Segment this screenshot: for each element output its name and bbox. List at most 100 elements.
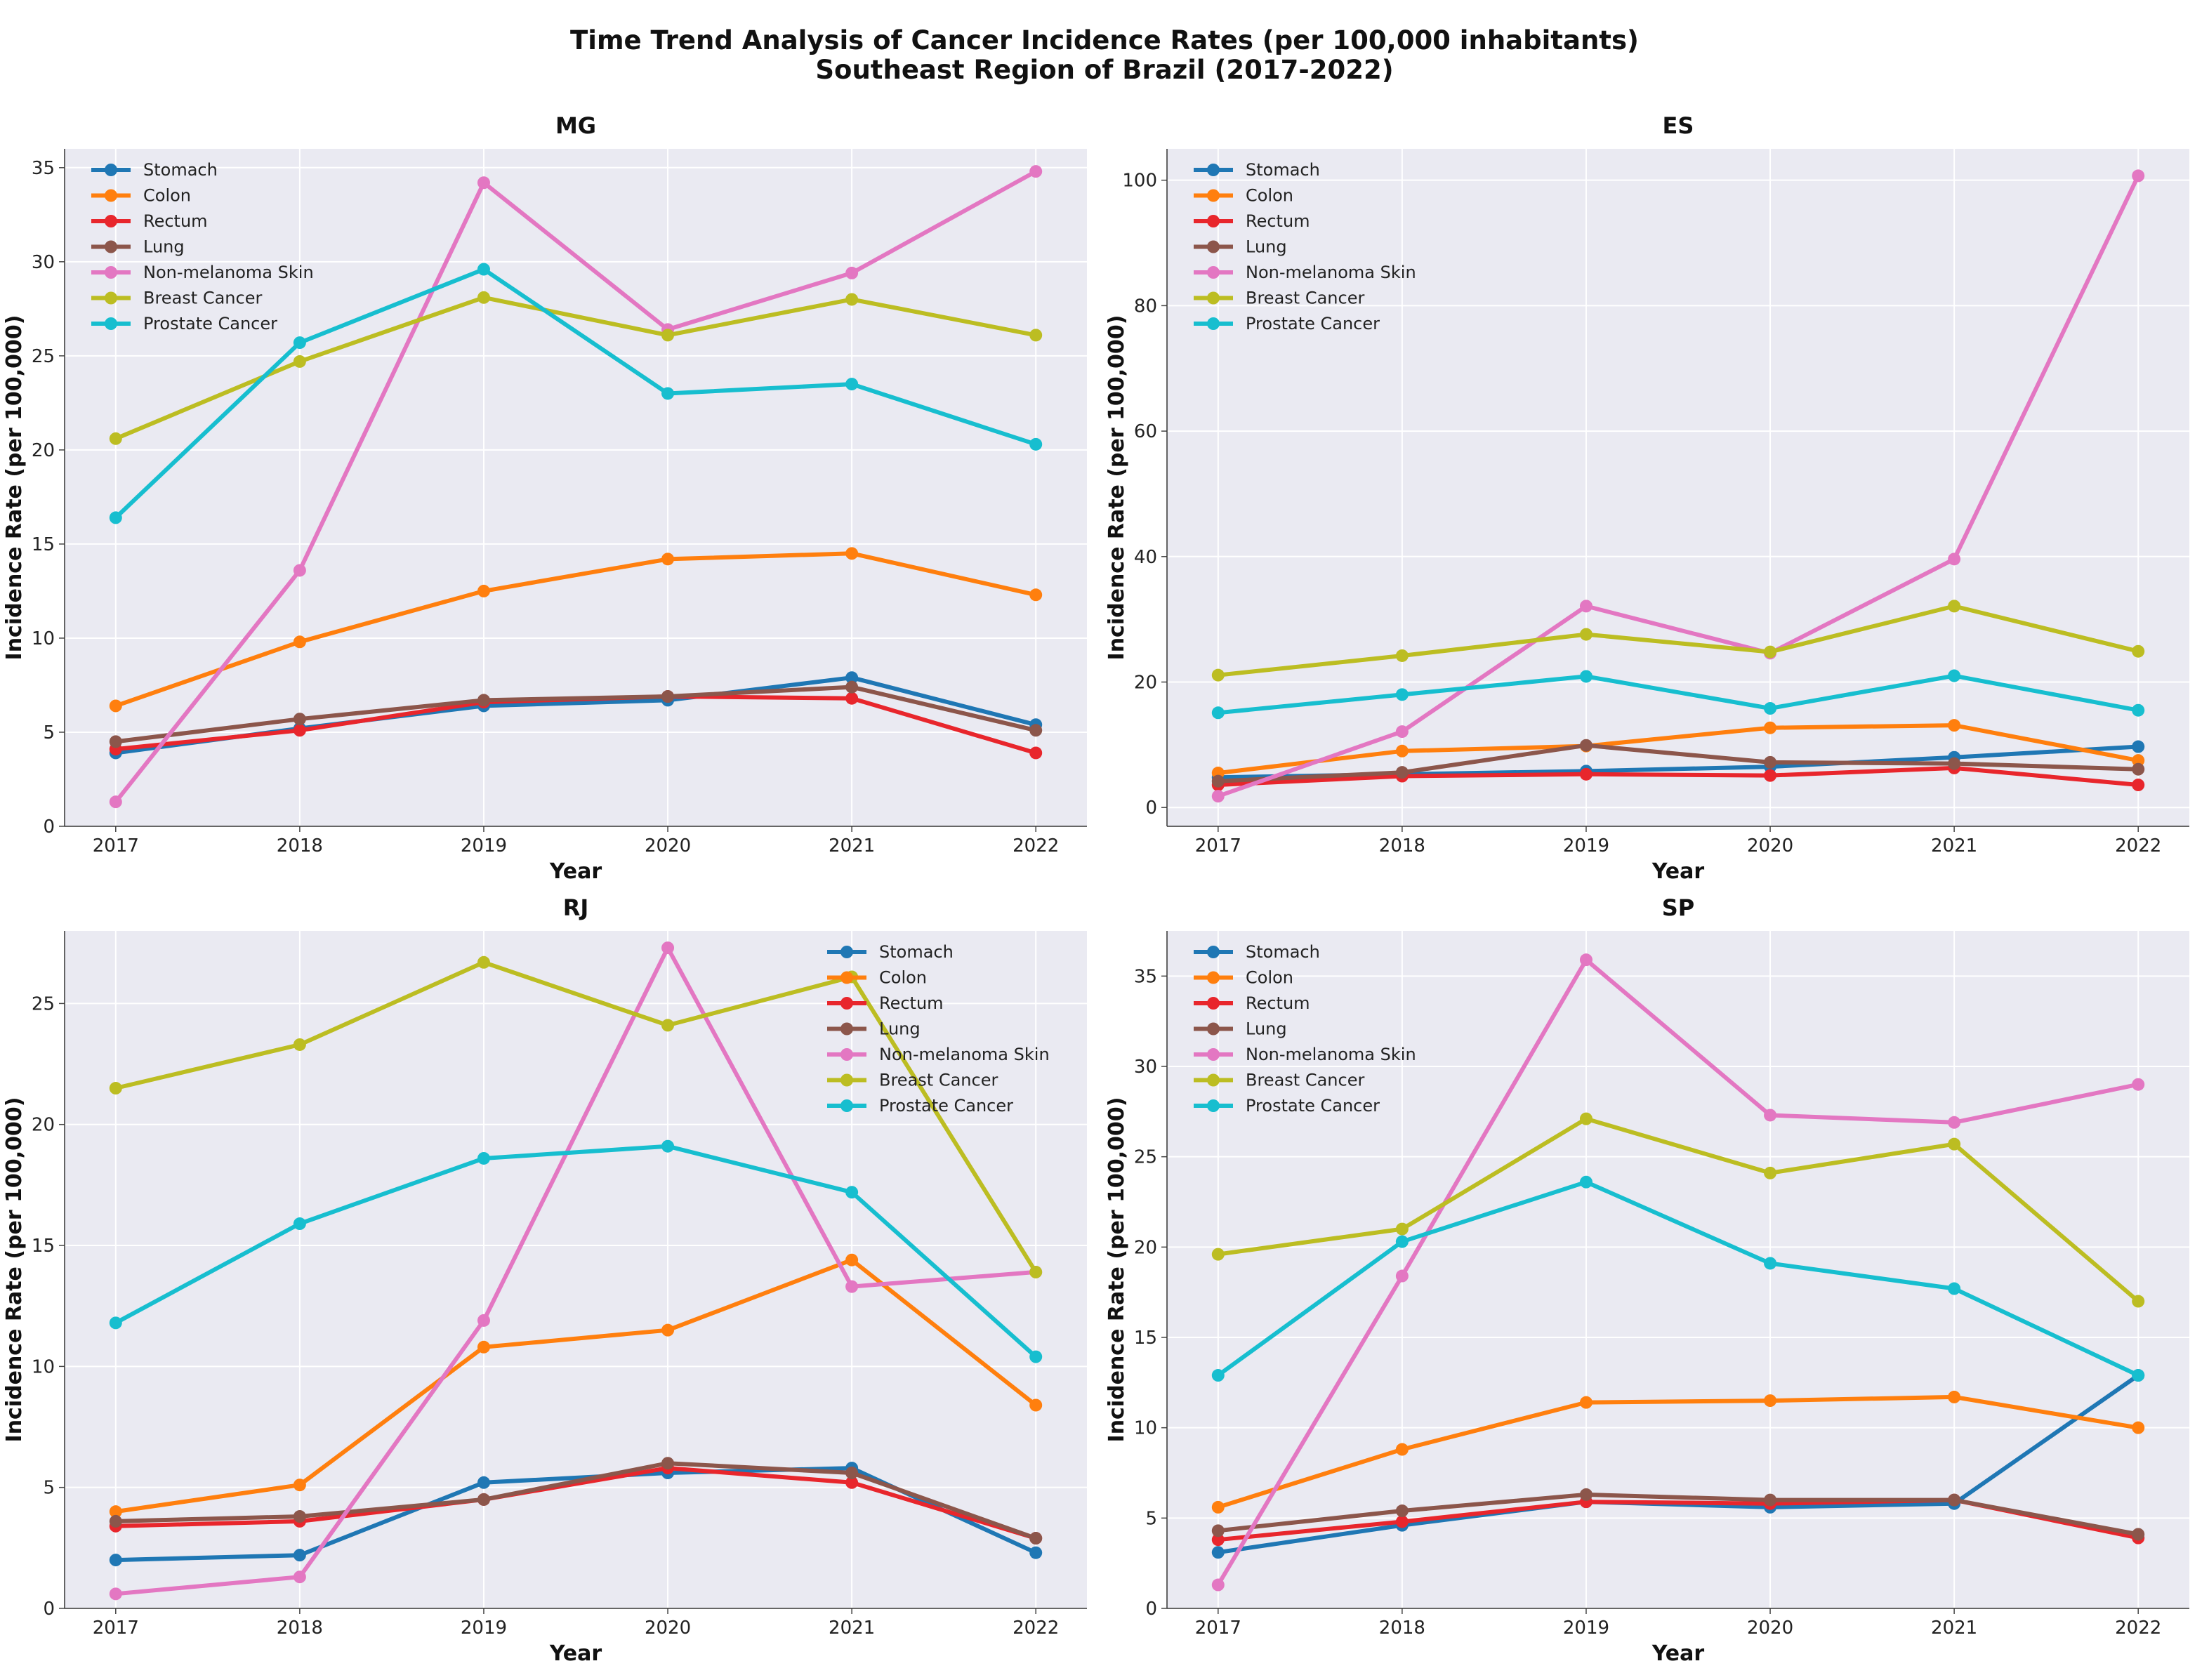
- data-point-mg-lung-2021: [845, 680, 859, 694]
- series-line-sp-prostate-cancer: [1215, 1179, 2141, 1377]
- y-tick-label-mg-3: 15: [32, 534, 55, 555]
- y-tick-label-es-2: 40: [1134, 547, 1157, 568]
- chart-rj: 0 5 10 15 20 25 2017 2018 2019 2020 2021 2022 RJ Year…: [2, 894, 1087, 1666]
- data-point-sp-rectum-2017: [1211, 1533, 1225, 1547]
- data-point-es-prostate-cancer-2022: [2132, 703, 2145, 717]
- data-point-mg-stomach-2021: [845, 671, 859, 684]
- y-tick-label-es-0: 0: [1145, 798, 1157, 819]
- data-point-sp-breast-cancer-2017: [1211, 1248, 1225, 1261]
- data-point-sp-prostate-cancer-2017: [1211, 1369, 1225, 1382]
- data-point-mg-lung-2018: [293, 713, 306, 726]
- data-point-mg-lung-2017: [109, 735, 122, 748]
- legend-marker-rj-prostate-cancer: [840, 1099, 853, 1112]
- data-point-es-breast-cancer-2020: [1764, 645, 1777, 659]
- legend-marker-sp-non-melanoma-skin: [1207, 1048, 1220, 1061]
- data-point-mg-prostate-cancer-2019: [477, 263, 490, 276]
- x-tick-label-es-5: 2022: [2115, 835, 2161, 856]
- data-point-rj-prostate-cancer-2018: [293, 1217, 306, 1231]
- y-tick-label-rj-0: 0: [43, 1599, 55, 1620]
- data-point-mg-prostate-cancer-2022: [1029, 437, 1043, 451]
- data-point-es-lung-2019: [1579, 739, 1593, 752]
- y-tick-label-sp-0: 0: [1145, 1599, 1157, 1620]
- y-tick-label-es-3: 60: [1134, 421, 1157, 442]
- x-tick-label-sp-2: 2019: [1563, 1618, 1609, 1639]
- y-tick-label-rj-4: 20: [32, 1115, 55, 1136]
- data-point-sp-colon-2019: [1579, 1396, 1593, 1409]
- legend-marker-rj-lung: [840, 1022, 853, 1036]
- data-point-es-stomach-2022: [2132, 740, 2145, 753]
- x-tick-label-es-3: 2020: [1747, 835, 1793, 856]
- data-point-rj-lung-2019: [477, 1493, 490, 1506]
- data-point-es-breast-cancer-2017: [1211, 668, 1225, 682]
- y-axis-label-es: Incidence Rate (per 100,000): [1104, 315, 1129, 661]
- series-line-sp-breast-cancer: [1215, 1116, 2141, 1304]
- series-line-rj-rectum: [113, 1466, 1038, 1541]
- x-tick-label-es-1: 2018: [1379, 835, 1425, 856]
- data-point-mg-breast-cancer-2021: [845, 293, 859, 306]
- data-point-rj-stomach-2019: [477, 1476, 490, 1489]
- data-point-mg-lung-2020: [661, 690, 675, 703]
- data-point-rj-colon-2020: [661, 1323, 675, 1337]
- y-axis-label-rj: Incidence Rate (per 100,000): [2, 1097, 27, 1443]
- data-point-rj-non-melanoma-skin-2021: [845, 1280, 859, 1293]
- y-tick-label-sp-7: 35: [1134, 966, 1157, 987]
- legend-label-sp-prostate-cancer: Prostate Cancer: [1246, 1096, 1380, 1116]
- data-point-es-breast-cancer-2019: [1579, 628, 1593, 641]
- legend-label-es-prostate-cancer: Prostate Cancer: [1246, 314, 1380, 333]
- data-point-mg-colon-2022: [1029, 588, 1043, 602]
- data-point-mg-lung-2022: [1029, 724, 1043, 737]
- series-line-es-prostate-cancer: [1215, 673, 2141, 715]
- data-point-rj-stomach-2017: [109, 1554, 122, 1567]
- data-point-sp-lung-2019: [1579, 1488, 1593, 1501]
- data-point-es-breast-cancer-2022: [2132, 644, 2145, 658]
- data-point-sp-prostate-cancer-2019: [1579, 1175, 1593, 1189]
- legend-label-rj-colon: Colon: [879, 968, 927, 988]
- data-point-sp-breast-cancer-2020: [1764, 1166, 1777, 1179]
- data-point-sp-colon-2018: [1395, 1443, 1409, 1456]
- x-tick-label-rj-4: 2021: [829, 1618, 875, 1639]
- data-point-rj-non-melanoma-skin-2019: [477, 1314, 490, 1327]
- y-tick-label-mg-1: 5: [43, 722, 55, 743]
- data-point-sp-breast-cancer-2022: [2132, 1295, 2145, 1308]
- legend-label-es-stomach: Stomach: [1246, 160, 1320, 180]
- x-tick-label-rj-5: 2022: [1013, 1618, 1059, 1639]
- legend-marker-sp-prostate-cancer: [1207, 1099, 1220, 1112]
- series-line-rj-lung: [113, 1461, 1038, 1541]
- data-point-sp-lung-2022: [2132, 1528, 2145, 1541]
- data-point-es-colon-2021: [1948, 719, 1961, 732]
- legend-marker-sp-colon: [1207, 971, 1220, 984]
- data-point-sp-prostate-cancer-2020: [1764, 1257, 1777, 1270]
- x-tick-label-mg-4: 2021: [829, 835, 875, 856]
- y-tick-label-sp-3: 15: [1134, 1328, 1157, 1349]
- data-point-sp-non-melanoma-skin-2017: [1211, 1578, 1225, 1592]
- legend-mg: Stomach Colon Rectum Lung Non-melanoma Skin B…: [91, 160, 314, 333]
- x-tick-label-mg-2: 2019: [461, 835, 507, 856]
- data-point-rj-stomach-2022: [1029, 1546, 1043, 1559]
- legend-marker-mg-lung: [105, 240, 117, 253]
- data-point-rj-breast-cancer-2019: [477, 955, 490, 969]
- plot-area-es: [1167, 149, 2189, 826]
- series-line-sp-colon: [1215, 1394, 2141, 1509]
- data-point-es-prostate-cancer-2021: [1948, 669, 1961, 682]
- y-tick-label-mg-2: 10: [32, 628, 55, 649]
- legend-marker-es-prostate-cancer: [1207, 317, 1220, 330]
- legend-marker-sp-lung: [1207, 1022, 1220, 1036]
- data-point-es-lung-2017: [1211, 774, 1225, 788]
- x-tick-label-rj-2: 2019: [461, 1618, 507, 1639]
- data-point-es-non-melanoma-skin-2022: [2132, 169, 2145, 183]
- legend-marker-rj-stomach: [840, 946, 853, 958]
- data-point-es-lung-2022: [2132, 762, 2145, 776]
- plot-area-sp: [1167, 931, 2189, 1608]
- series-line-es-lung: [1215, 743, 2141, 783]
- data-point-es-prostate-cancer-2020: [1764, 702, 1777, 715]
- data-point-sp-non-melanoma-skin-2019: [1579, 953, 1593, 967]
- data-point-es-lung-2021: [1948, 757, 1961, 770]
- x-tick-label-rj-0: 2017: [93, 1618, 139, 1639]
- legend-label-rj-rectum: Rectum: [879, 993, 944, 1013]
- legend-label-sp-breast-cancer: Breast Cancer: [1246, 1071, 1364, 1090]
- legend-es: Stomach Colon Rectum Lung Non-melanoma Skin B…: [1194, 160, 1416, 333]
- chart-mg: 0 5 10 15 20 25 30 35 2017 2018 2019 2020 2021 2022 MG…: [2, 112, 1087, 884]
- series-line-es-non-melanoma-skin: [1215, 173, 2141, 799]
- y-tick-label-mg-7: 35: [32, 158, 55, 179]
